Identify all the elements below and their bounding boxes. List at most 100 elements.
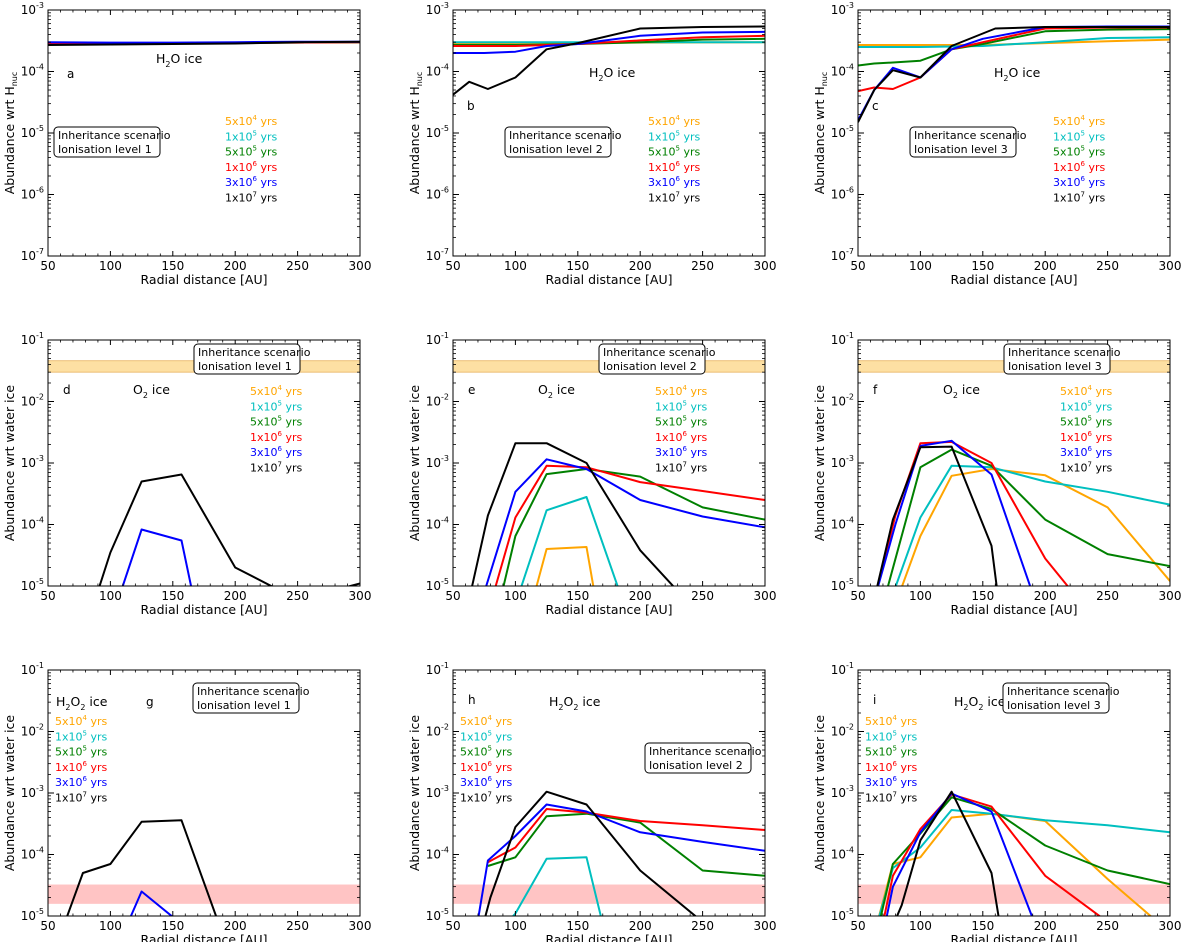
series-line-2: [511, 856, 602, 916]
y-axis-label: Abundance wrt water ice: [812, 385, 827, 542]
series-line-2: [878, 809, 1170, 916]
x-tick-label: 50: [850, 589, 865, 603]
series-line-2: [858, 36, 1170, 48]
y-tick-label: 10-3: [831, 1, 854, 17]
series-line-1: [878, 812, 1153, 916]
x-tick-label: 200: [629, 589, 652, 603]
y-axis-label: Abundance wrt water ice: [812, 715, 827, 872]
series-line-4: [453, 34, 765, 47]
y-axis-label: Abundance wrt Hnuc: [812, 72, 829, 195]
y-tick-label: 10-3: [21, 454, 44, 470]
x-tick-label: 300: [754, 259, 777, 273]
scenario-box: [644, 742, 752, 774]
legend-entry-3: 5x105 yrs: [460, 745, 513, 759]
scenario-line-2: Ionisation level 2: [603, 360, 697, 373]
species-label: H2O ice: [156, 51, 203, 69]
scenario-line-2: Ionisation level 3: [914, 143, 1008, 156]
y-tick-label: 10-4: [831, 846, 854, 862]
panel-letter: b: [467, 99, 475, 113]
legend-entry-5: 3x106 yrs: [655, 445, 708, 459]
x-tick-label: 100: [99, 589, 122, 603]
legend-entry-6: 1x107 yrs: [55, 791, 108, 805]
y-tick-label: 10-3: [426, 454, 449, 470]
series-line-6: [876, 445, 998, 586]
legend-entry-5: 3x106 yrs: [460, 775, 513, 789]
x-tick-label: 200: [629, 919, 652, 933]
panel-g: 50 100 150 200 250 300 10-5 10-4 10-3 10-2 10-1 Rad…: [2, 661, 372, 946]
y-tick-label: 10-3: [831, 784, 854, 800]
x-tick-label: 100: [504, 589, 527, 603]
panel-letter: c: [872, 99, 879, 113]
panel-a: 50 100 150 200 250 300 10-7 10-6 10-5 10-4 10-3 Rad…: [2, 1, 371, 287]
scenario-box: [53, 126, 161, 158]
series-line-6: [471, 442, 675, 586]
legend-entry-4: 1x106 yrs: [55, 760, 108, 774]
y-tick-label: 10-5: [831, 124, 854, 140]
series-line-6: [98, 473, 360, 586]
scenario-line-1: Inheritance scenario: [197, 685, 310, 698]
x-tick-label: 100: [909, 919, 932, 933]
x-tick-label: 300: [754, 919, 777, 933]
series-line-5: [885, 792, 1033, 916]
x-tick-label: 50: [40, 589, 55, 603]
legend-entry-4: 1x106 yrs: [655, 430, 708, 444]
x-axis-label: Radial distance [AU]: [141, 272, 268, 287]
x-tick-label: 200: [1034, 259, 1057, 273]
x-tick-label: 300: [349, 589, 372, 603]
y-tick-label: 10-4: [831, 63, 854, 79]
legend-entry-3: 5x105 yrs: [225, 145, 278, 159]
series-line-5: [121, 528, 193, 586]
y-tick-label: 10-2: [831, 723, 854, 739]
y-tick-label: 10-5: [21, 907, 44, 923]
legend-entry-1: 5x104 yrs: [460, 714, 513, 728]
x-tick-label: 250: [286, 259, 309, 273]
scenario-line-1: Inheritance scenario: [509, 129, 622, 142]
x-tick-label: 300: [349, 919, 372, 933]
y-tick-label: 10-3: [21, 1, 44, 17]
legend-entry-1: 5x104 yrs: [225, 114, 278, 128]
legend-entry-4: 1x106 yrs: [1053, 160, 1106, 174]
plot-frame: [452, 339, 766, 587]
legend-entry-1: 5x104 yrs: [655, 384, 708, 398]
x-axis-label: Radial distance [AU]: [546, 602, 673, 617]
x-tick-label: 100: [909, 259, 932, 273]
reference-band: [452, 884, 766, 904]
x-tick-label: 150: [566, 589, 589, 603]
y-tick-label: 10-5: [426, 577, 449, 593]
panel-letter: i: [873, 693, 876, 707]
y-tick-label: 10-6: [831, 186, 854, 202]
series-group: [98, 473, 360, 586]
legend-entry-2: 1x105 yrs: [865, 729, 918, 743]
x-tick-label: 200: [224, 589, 247, 603]
series-line-2: [520, 496, 619, 586]
scenario-line-2: Ionisation level 3: [1007, 699, 1101, 712]
x-tick-label: 200: [629, 259, 652, 273]
panel-f: 50 100 150 200 250 300 10-5 10-4 10-3 10-2 10-1 Rad…: [812, 331, 1181, 617]
species-label: H2O ice: [994, 65, 1041, 83]
series-group: [471, 442, 765, 586]
x-tick-label: 300: [1159, 259, 1182, 273]
x-tick-label: 100: [504, 919, 527, 933]
legend-entry-4: 1x106 yrs: [865, 760, 918, 774]
species-label: H2O2 ice: [954, 694, 1006, 712]
panel-letter: d: [63, 383, 71, 397]
legend-entry-5: 3x106 yrs: [1053, 175, 1106, 189]
scenario-line-1: Inheritance scenario: [58, 129, 171, 142]
y-tick-label: 10-2: [21, 393, 44, 409]
panel-letter: e: [468, 383, 475, 397]
legend-entry-2: 1x105 yrs: [55, 729, 108, 743]
x-tick-label: 50: [445, 589, 460, 603]
series-group: [477, 790, 765, 916]
x-tick-label: 50: [445, 919, 460, 933]
y-tick-label: 10-2: [21, 723, 44, 739]
legend-entry-6: 1x107 yrs: [1060, 461, 1113, 475]
x-tick-label: 300: [754, 589, 777, 603]
legend-entry-4: 1x106 yrs: [1060, 430, 1113, 444]
series-line-2: [894, 464, 1170, 586]
species-label: O2 ice: [943, 382, 980, 400]
species-label: O2 ice: [133, 382, 170, 400]
scenario-line-1: Inheritance scenario: [1008, 346, 1121, 359]
x-axis-label: Radial distance [AU]: [546, 272, 673, 287]
legend-entry-1: 5x104 yrs: [1053, 114, 1106, 128]
legend-entry-4: 1x106 yrs: [225, 160, 278, 174]
